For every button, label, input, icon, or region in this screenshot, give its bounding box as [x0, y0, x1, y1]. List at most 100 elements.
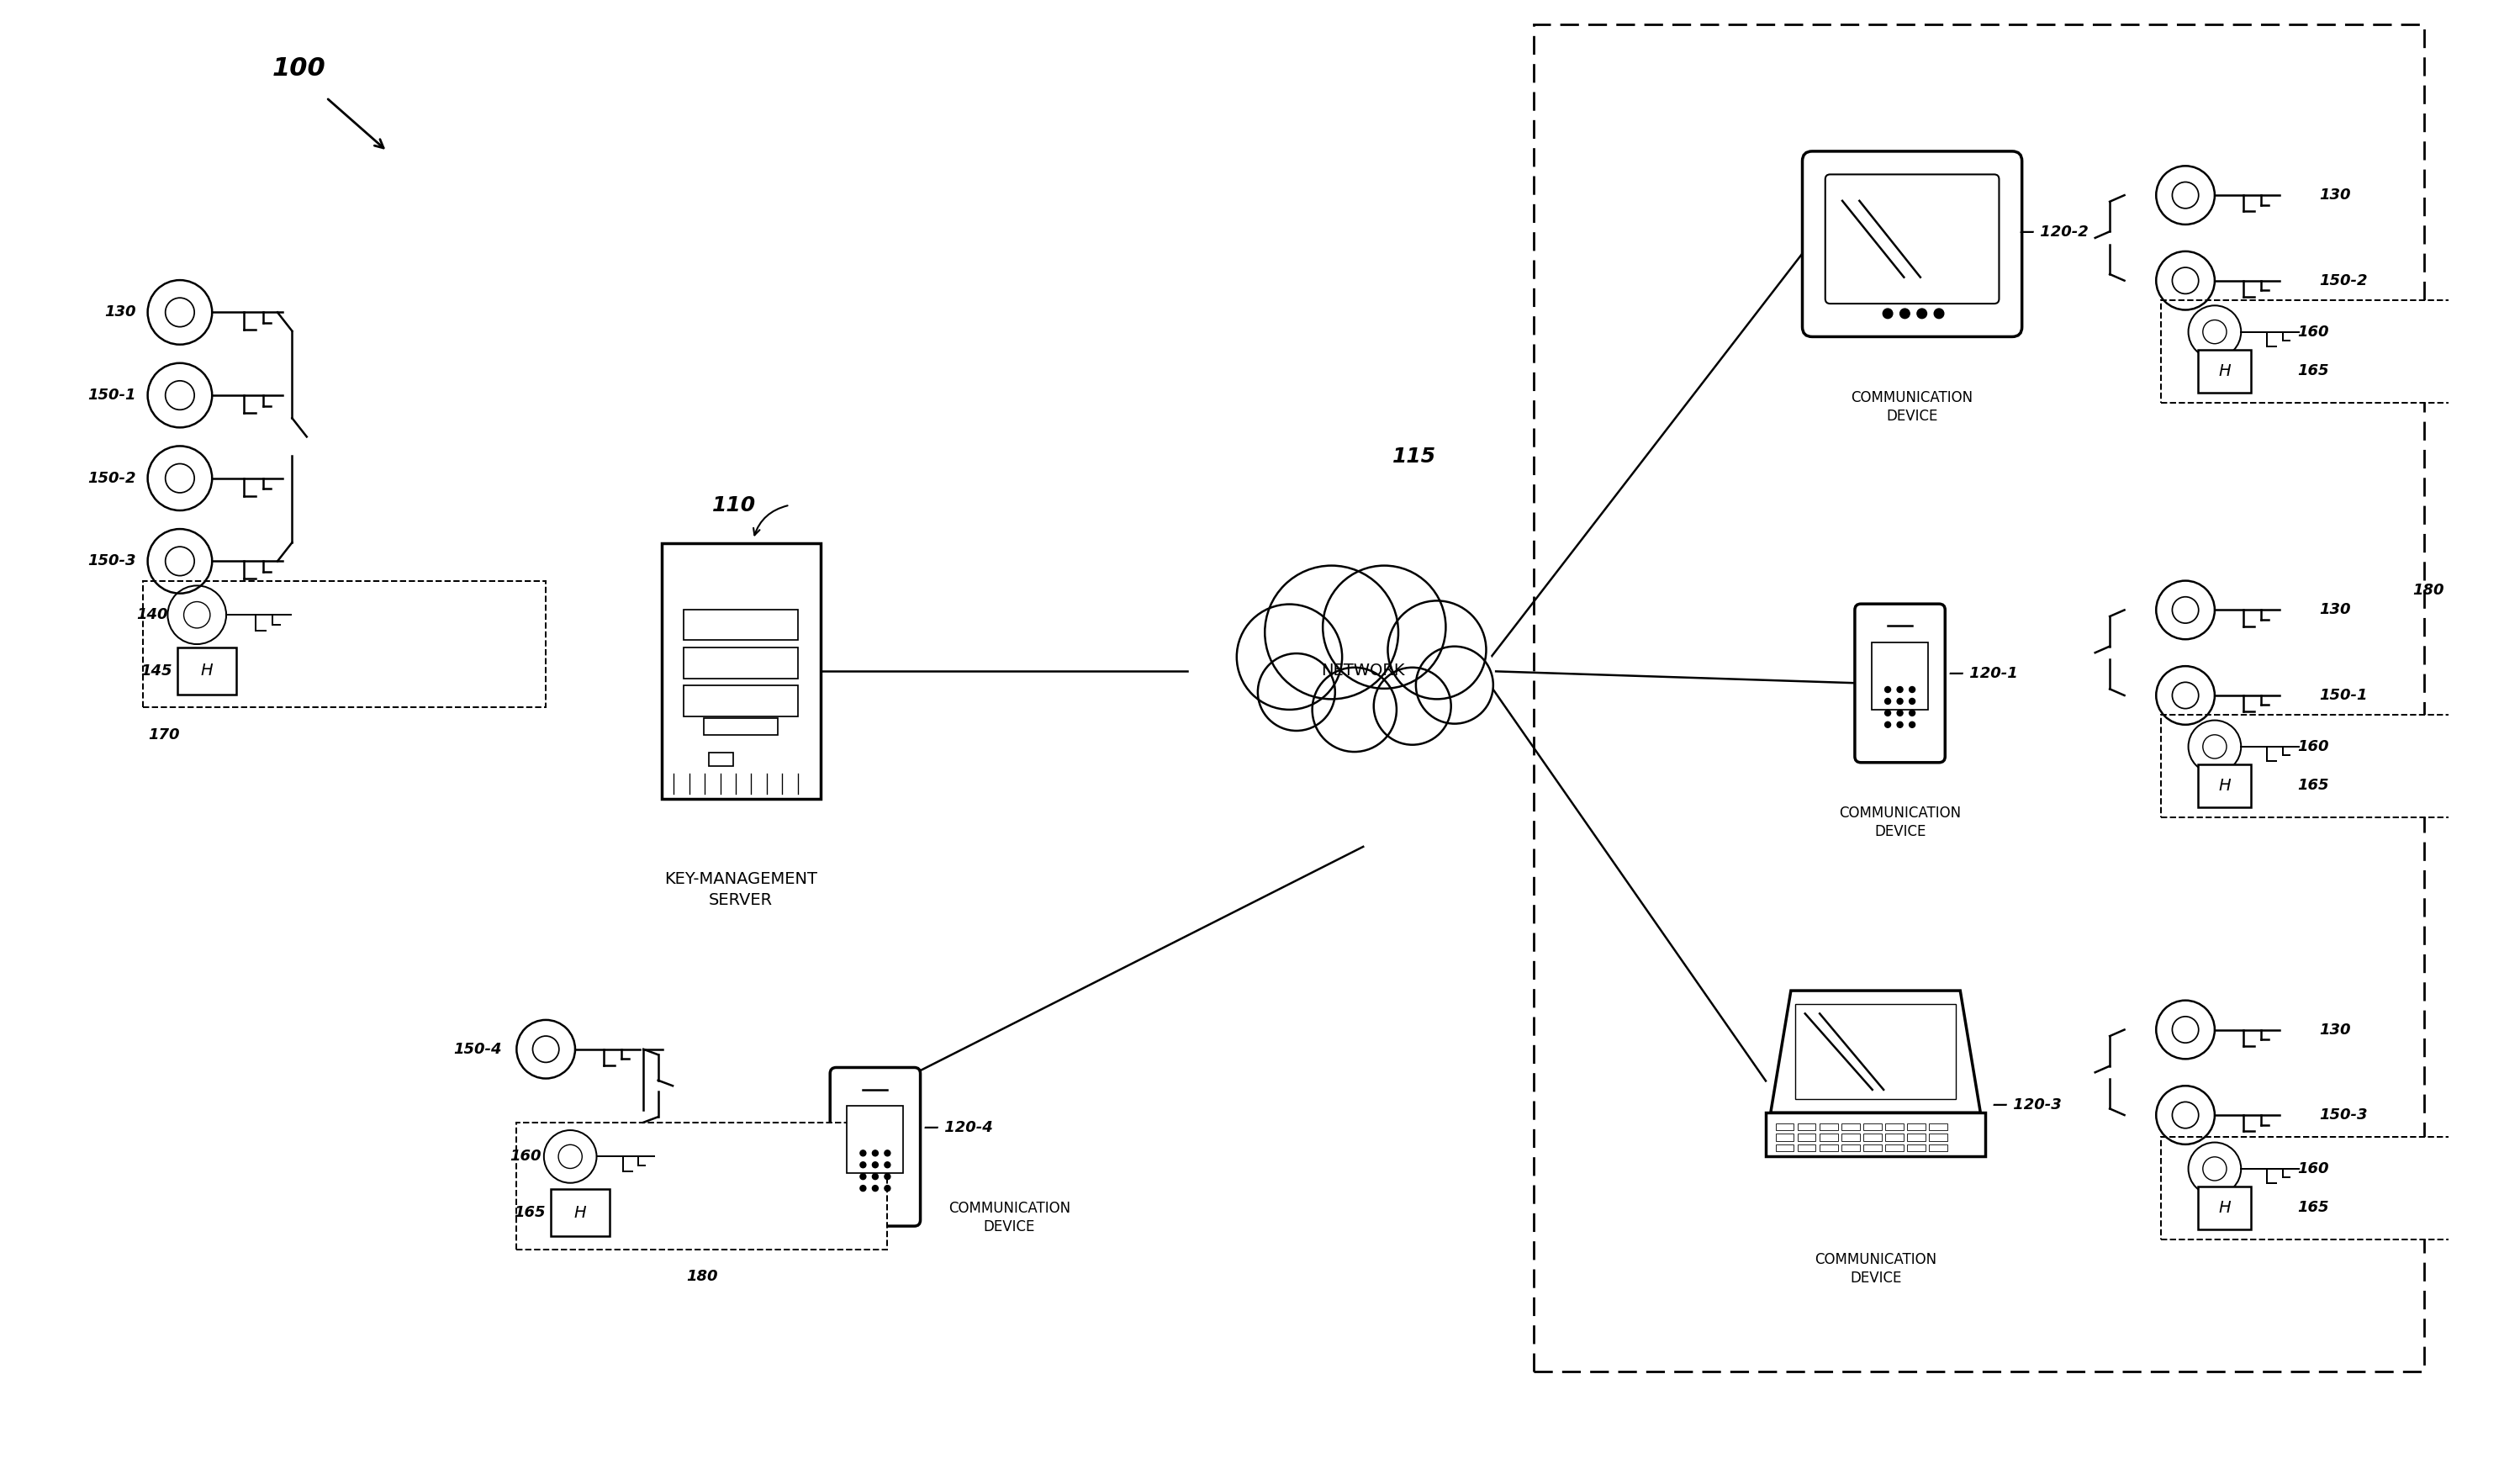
- Circle shape: [166, 381, 194, 410]
- Circle shape: [1898, 710, 1903, 716]
- Circle shape: [1918, 309, 1928, 319]
- Text: 165: 165: [514, 1205, 547, 1221]
- FancyBboxPatch shape: [517, 1123, 887, 1249]
- FancyBboxPatch shape: [2162, 300, 2520, 403]
- FancyBboxPatch shape: [708, 752, 733, 766]
- Text: 160: 160: [2298, 1161, 2328, 1177]
- Circle shape: [859, 1151, 867, 1157]
- Text: H: H: [2218, 777, 2230, 793]
- Circle shape: [2172, 597, 2197, 624]
- Text: COMMUNICATION
DEVICE: COMMUNICATION DEVICE: [1814, 1252, 1935, 1285]
- Text: H: H: [2218, 1200, 2230, 1215]
- FancyBboxPatch shape: [1819, 1145, 1837, 1151]
- FancyBboxPatch shape: [1930, 1133, 1948, 1140]
- FancyBboxPatch shape: [1842, 1133, 1860, 1140]
- Text: 145: 145: [141, 663, 171, 679]
- Circle shape: [1265, 565, 1399, 700]
- Circle shape: [166, 297, 194, 326]
- Circle shape: [872, 1174, 877, 1180]
- Text: — 120-3: — 120-3: [1993, 1098, 2061, 1113]
- Circle shape: [1416, 647, 1494, 723]
- Text: 150-2: 150-2: [88, 470, 136, 486]
- FancyBboxPatch shape: [683, 609, 799, 640]
- Text: 150-2: 150-2: [2318, 272, 2369, 288]
- Text: 115: 115: [1394, 447, 1436, 467]
- FancyBboxPatch shape: [1862, 1133, 1882, 1140]
- Text: NETWORK: NETWORK: [1320, 663, 1406, 679]
- Text: 130: 130: [2318, 602, 2351, 618]
- Circle shape: [2172, 682, 2197, 709]
- FancyBboxPatch shape: [1819, 1133, 1837, 1140]
- FancyBboxPatch shape: [2162, 1138, 2520, 1240]
- Circle shape: [2172, 182, 2197, 208]
- FancyBboxPatch shape: [2197, 350, 2250, 392]
- FancyBboxPatch shape: [829, 1067, 920, 1227]
- FancyBboxPatch shape: [703, 719, 779, 735]
- Circle shape: [1323, 565, 1446, 688]
- Text: 160: 160: [509, 1149, 542, 1164]
- Text: 165: 165: [2298, 777, 2328, 793]
- Circle shape: [184, 602, 209, 628]
- Text: — 120-1: — 120-1: [1948, 666, 2019, 681]
- Circle shape: [1900, 309, 1910, 319]
- Polygon shape: [1772, 991, 1981, 1113]
- Circle shape: [885, 1186, 890, 1192]
- Circle shape: [532, 1037, 559, 1063]
- FancyBboxPatch shape: [1930, 1123, 1948, 1130]
- Text: 150-3: 150-3: [88, 553, 136, 569]
- FancyBboxPatch shape: [1767, 1113, 1986, 1157]
- Text: 130: 130: [103, 305, 136, 321]
- Text: 130: 130: [2318, 187, 2351, 203]
- FancyBboxPatch shape: [847, 1105, 902, 1173]
- Text: 100: 100: [272, 56, 325, 81]
- Circle shape: [1257, 653, 1336, 731]
- FancyBboxPatch shape: [1797, 1145, 1817, 1151]
- FancyBboxPatch shape: [1797, 1133, 1817, 1140]
- Circle shape: [859, 1186, 867, 1192]
- FancyBboxPatch shape: [1885, 1133, 1903, 1140]
- Circle shape: [2172, 1016, 2197, 1042]
- FancyBboxPatch shape: [1802, 151, 2021, 337]
- Text: COMMUNICATION
DEVICE: COMMUNICATION DEVICE: [948, 1200, 1071, 1234]
- FancyBboxPatch shape: [1885, 1123, 1903, 1130]
- Circle shape: [859, 1162, 867, 1168]
- FancyBboxPatch shape: [1777, 1133, 1794, 1140]
- Text: 150-3: 150-3: [2318, 1107, 2369, 1123]
- Circle shape: [2202, 321, 2228, 344]
- Circle shape: [2202, 1157, 2228, 1180]
- Circle shape: [1885, 698, 1890, 704]
- Circle shape: [885, 1174, 890, 1180]
- Text: 150-1: 150-1: [88, 388, 136, 403]
- Circle shape: [1313, 668, 1396, 752]
- FancyBboxPatch shape: [1908, 1145, 1925, 1151]
- Text: H: H: [202, 663, 212, 679]
- FancyBboxPatch shape: [2197, 764, 2250, 807]
- Text: 180: 180: [685, 1269, 718, 1284]
- Circle shape: [872, 1186, 877, 1192]
- Circle shape: [1237, 605, 1343, 710]
- FancyBboxPatch shape: [683, 685, 799, 716]
- Circle shape: [1885, 687, 1890, 692]
- FancyBboxPatch shape: [1819, 1123, 1837, 1130]
- FancyBboxPatch shape: [1824, 174, 1998, 303]
- Text: 130: 130: [2318, 1022, 2351, 1038]
- FancyBboxPatch shape: [1872, 643, 1928, 710]
- Circle shape: [559, 1145, 582, 1168]
- FancyBboxPatch shape: [1862, 1123, 1882, 1130]
- FancyBboxPatch shape: [176, 647, 237, 694]
- Circle shape: [166, 546, 194, 575]
- Text: 160: 160: [2298, 739, 2328, 754]
- Circle shape: [1373, 668, 1452, 745]
- Circle shape: [872, 1162, 877, 1168]
- Circle shape: [1389, 600, 1487, 700]
- FancyBboxPatch shape: [1862, 1145, 1882, 1151]
- Circle shape: [1910, 710, 1915, 716]
- FancyBboxPatch shape: [1885, 1145, 1903, 1151]
- FancyBboxPatch shape: [552, 1189, 610, 1236]
- FancyBboxPatch shape: [1842, 1145, 1860, 1151]
- FancyBboxPatch shape: [1908, 1123, 1925, 1130]
- Circle shape: [872, 1151, 877, 1157]
- Circle shape: [1935, 309, 1943, 319]
- FancyBboxPatch shape: [1777, 1123, 1794, 1130]
- Text: H: H: [2218, 363, 2230, 379]
